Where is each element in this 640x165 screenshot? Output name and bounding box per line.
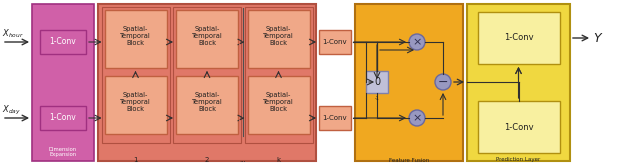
Bar bbox=[173, 7, 241, 143]
Bar bbox=[467, 4, 570, 161]
Bar bbox=[477, 12, 559, 64]
Bar bbox=[244, 7, 312, 143]
Text: −: − bbox=[438, 76, 448, 88]
Text: Dimension
Expansion: Dimension Expansion bbox=[49, 147, 77, 157]
Text: 1-Conv: 1-Conv bbox=[504, 33, 533, 43]
Text: Feature Fusion: Feature Fusion bbox=[389, 158, 429, 163]
Bar bbox=[104, 76, 166, 134]
Bar bbox=[355, 4, 463, 161]
Text: Prediction Layer: Prediction Layer bbox=[497, 158, 541, 163]
Text: 1-Conv: 1-Conv bbox=[50, 114, 76, 122]
Bar bbox=[248, 10, 310, 68]
Text: Spatial-
Temporal
Block: Spatial- Temporal Block bbox=[263, 26, 294, 46]
Text: ×: × bbox=[412, 113, 422, 123]
Bar bbox=[104, 10, 166, 68]
Text: 1: 1 bbox=[133, 157, 138, 163]
Bar bbox=[98, 4, 316, 161]
Circle shape bbox=[409, 110, 425, 126]
Text: 1-Conv: 1-Conv bbox=[50, 37, 76, 47]
Circle shape bbox=[435, 74, 451, 90]
Bar bbox=[102, 7, 170, 143]
Text: 2: 2 bbox=[205, 157, 209, 163]
Text: Spatial-
Temporal
Block: Spatial- Temporal Block bbox=[120, 26, 151, 46]
Text: ×: × bbox=[412, 37, 422, 47]
Text: Spatial-
Temporal
Block: Spatial- Temporal Block bbox=[191, 26, 222, 46]
Bar bbox=[319, 106, 351, 130]
Bar bbox=[32, 4, 94, 161]
Bar bbox=[248, 76, 310, 134]
Text: $Y$: $Y$ bbox=[593, 32, 604, 45]
Circle shape bbox=[409, 34, 425, 50]
Text: Spatial-
Temporal
Block: Spatial- Temporal Block bbox=[120, 92, 151, 112]
Text: $X_{day}$: $X_{day}$ bbox=[2, 103, 21, 116]
Text: k: k bbox=[276, 157, 280, 163]
Text: 0: 0 bbox=[374, 77, 380, 87]
Bar bbox=[176, 10, 238, 68]
Bar bbox=[477, 101, 559, 153]
Bar bbox=[40, 30, 86, 54]
Text: Spatial-
Temporal
Block: Spatial- Temporal Block bbox=[191, 92, 222, 112]
Bar bbox=[319, 30, 351, 54]
Text: ...: ... bbox=[239, 157, 246, 163]
Bar bbox=[366, 71, 388, 93]
Text: 1-Conv: 1-Conv bbox=[323, 115, 348, 121]
Bar bbox=[176, 76, 238, 134]
Text: Spatial-
Temporal
Block: Spatial- Temporal Block bbox=[263, 92, 294, 112]
Bar bbox=[40, 106, 86, 130]
Text: $X_{hour}$: $X_{hour}$ bbox=[2, 28, 24, 40]
Text: 1-Conv: 1-Conv bbox=[323, 39, 348, 45]
Text: -1: -1 bbox=[374, 96, 380, 100]
Text: 1-Conv: 1-Conv bbox=[504, 122, 533, 132]
